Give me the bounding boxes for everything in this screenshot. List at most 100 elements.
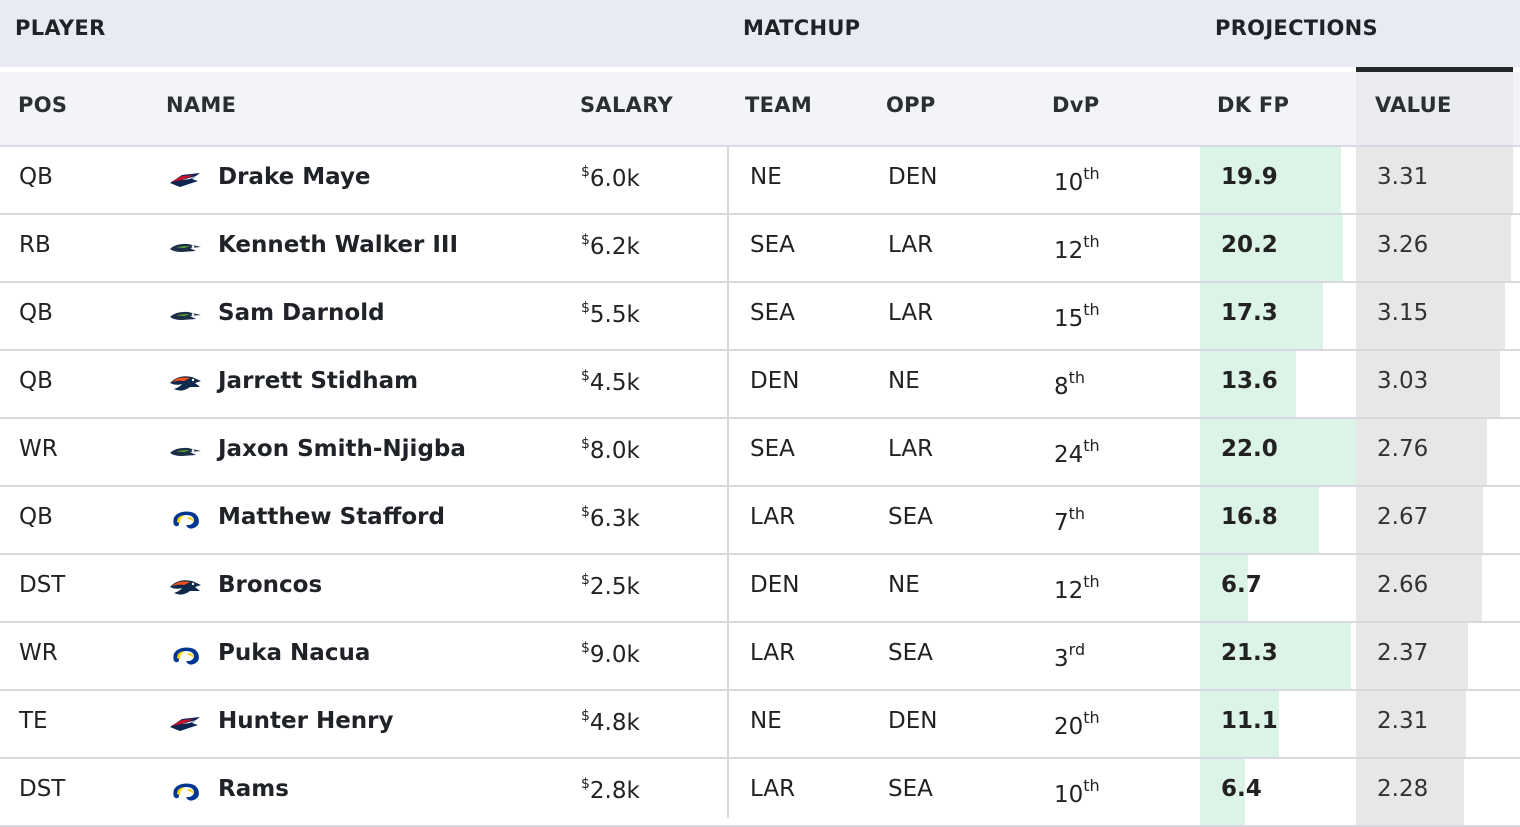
dvp-ordinal-suffix: th (1083, 300, 1100, 319)
column-header-dkfp[interactable]: DK FP (1217, 93, 1290, 117)
cell-dkfp: 13.6 (1221, 368, 1278, 394)
cell-dkfp: 6.7 (1221, 572, 1262, 598)
dvp-ordinal-suffix: rd (1068, 640, 1086, 659)
column-header-dvp[interactable]: DvP (1052, 93, 1100, 117)
column-header-row: POS NAME SALARY TEAM OPP DvP DK FP VALUE (0, 72, 1520, 147)
cell-player-name[interactable]: Drake Maye (218, 164, 371, 190)
value-bar (1356, 623, 1468, 689)
cell-player-name[interactable]: Matthew Stafford (218, 504, 445, 530)
active-sort-indicator (1356, 67, 1513, 72)
cell-player-name[interactable]: Rams (218, 776, 289, 802)
cell-team: DEN (750, 368, 800, 394)
table-row[interactable]: TE Hunter Henry $4.8k NE DEN 20th 11.1 2.31 (0, 691, 1520, 759)
dvp-rank: 10 (1054, 782, 1084, 808)
column-header-team[interactable]: TEAM (745, 93, 813, 117)
value-bar (1356, 215, 1511, 281)
salary-currency-symbol: $ (581, 504, 590, 520)
table-row[interactable]: QB Drake Maye $6.0k NE DEN 10th 19.9 3.31 (0, 147, 1520, 215)
dvp-ordinal-suffix: th (1083, 708, 1100, 727)
column-header-opp[interactable]: OPP (886, 93, 936, 117)
dvp-ordinal-suffix: th (1083, 572, 1100, 591)
cell-salary: $6.3k (581, 504, 640, 532)
broncos-logo-icon (168, 575, 202, 601)
cell-dvp: 20th (1054, 708, 1100, 740)
cell-opp: NE (888, 368, 920, 394)
dvp-rank: 3 (1054, 646, 1069, 672)
dkfp-bar (1200, 555, 1248, 621)
cell-pos: QB (19, 368, 53, 394)
value-bar (1356, 351, 1500, 417)
cell-opp: DEN (888, 708, 938, 734)
dvp-ordinal-suffix: th (1068, 504, 1086, 523)
dvp-ordinal-suffix: th (1068, 368, 1086, 387)
player-table-body: QB Drake Maye $6.0k NE DEN 10th 19.9 3.31 RB Kenn… (0, 147, 1520, 827)
cell-player-name[interactable]: Sam Darnold (218, 300, 385, 326)
patriots-logo-icon (168, 711, 202, 737)
column-header-value[interactable]: VALUE (1375, 93, 1452, 117)
group-header-player: PLAYER (15, 16, 106, 40)
cell-player-name[interactable]: Kenneth Walker III (218, 232, 458, 258)
column-header-name[interactable]: NAME (166, 93, 237, 117)
cell-dvp: 24th (1054, 436, 1100, 468)
dkfp-bar (1200, 487, 1319, 553)
table-row[interactable]: WR Puka Nacua $9.0k LAR SEA 3rd 21.3 2.37 (0, 623, 1520, 691)
table-row[interactable]: WR Jaxon Smith-Njigba $8.0k SEA LAR 24th 22.0 2… (0, 419, 1520, 487)
cell-player-name[interactable]: Jarrett Stidham (218, 368, 419, 394)
dkfp-bar (1200, 215, 1343, 281)
cell-opp: DEN (888, 164, 938, 190)
value-bar (1356, 759, 1464, 825)
value-bar (1356, 555, 1482, 621)
value-bar (1356, 283, 1505, 349)
table-row[interactable]: QB Sam Darnold $5.5k SEA LAR 15th 17.3 3.15 (0, 283, 1520, 351)
salary-value: 6.0k (589, 166, 640, 192)
salary-value: 2.8k (589, 778, 640, 804)
table-row[interactable]: RB Kenneth Walker III $6.2k SEA LAR 12th 20.2 3… (0, 215, 1520, 283)
dkfp-bar (1200, 623, 1351, 689)
value-bar (1356, 147, 1513, 213)
dvp-rank: 10 (1054, 170, 1084, 196)
cell-opp: LAR (888, 300, 934, 326)
salary-currency-symbol: $ (581, 164, 590, 180)
cell-team: DEN (750, 572, 800, 598)
value-bar (1356, 419, 1487, 485)
cell-pos: RB (19, 232, 51, 258)
cell-value: 2.66 (1377, 572, 1429, 598)
cell-player-name[interactable]: Puka Nacua (218, 640, 371, 666)
column-header-pos[interactable]: POS (18, 93, 68, 117)
cell-value: 2.28 (1377, 776, 1429, 802)
cell-team: NE (750, 164, 782, 190)
cell-opp: NE (888, 572, 920, 598)
salary-currency-symbol: $ (581, 300, 590, 316)
cell-player-name[interactable]: Jaxon Smith-Njigba (218, 436, 466, 462)
cell-player-name[interactable]: Broncos (218, 572, 323, 598)
cell-salary: $4.5k (581, 368, 640, 396)
group-header-row: PLAYER MATCHUP PROJECTIONS (0, 0, 1520, 67)
salary-value: 5.5k (589, 302, 640, 328)
cell-opp: LAR (888, 436, 934, 462)
cell-team: SEA (750, 232, 795, 258)
table-row[interactable]: DST Broncos $2.5k DEN NE 12th 6.7 2.66 (0, 555, 1520, 623)
dvp-rank: 7 (1054, 510, 1069, 536)
salary-value: 2.5k (589, 574, 640, 600)
cell-salary: $2.5k (581, 572, 640, 600)
dvp-rank: 20 (1054, 714, 1084, 740)
salary-currency-symbol: $ (581, 436, 590, 452)
cell-team: LAR (750, 504, 796, 530)
cell-dvp: 10th (1054, 776, 1100, 808)
dkfp-bar (1200, 351, 1296, 417)
dvp-rank: 24 (1054, 442, 1084, 468)
cell-value: 2.76 (1377, 436, 1429, 462)
seahawks-logo-icon (168, 439, 202, 465)
cell-player-name[interactable]: Hunter Henry (218, 708, 394, 734)
dvp-rank: 8 (1054, 374, 1069, 400)
salary-currency-symbol: $ (581, 776, 590, 792)
cell-pos: QB (19, 504, 53, 530)
table-row[interactable]: DST Rams $2.8k LAR SEA 10th 6.4 2.28 (0, 759, 1520, 827)
dkfp-bar (1200, 147, 1341, 213)
column-header-salary[interactable]: SALARY (580, 93, 674, 117)
cell-opp: SEA (888, 504, 933, 530)
table-row[interactable]: QB Matthew Stafford $6.3k LAR SEA 7th 16.8 2.67 (0, 487, 1520, 555)
cell-salary: $8.0k (581, 436, 640, 464)
salary-currency-symbol: $ (581, 708, 590, 724)
table-row[interactable]: QB Jarrett Stidham $4.5k DEN NE 8th 13.6 3.03 (0, 351, 1520, 419)
